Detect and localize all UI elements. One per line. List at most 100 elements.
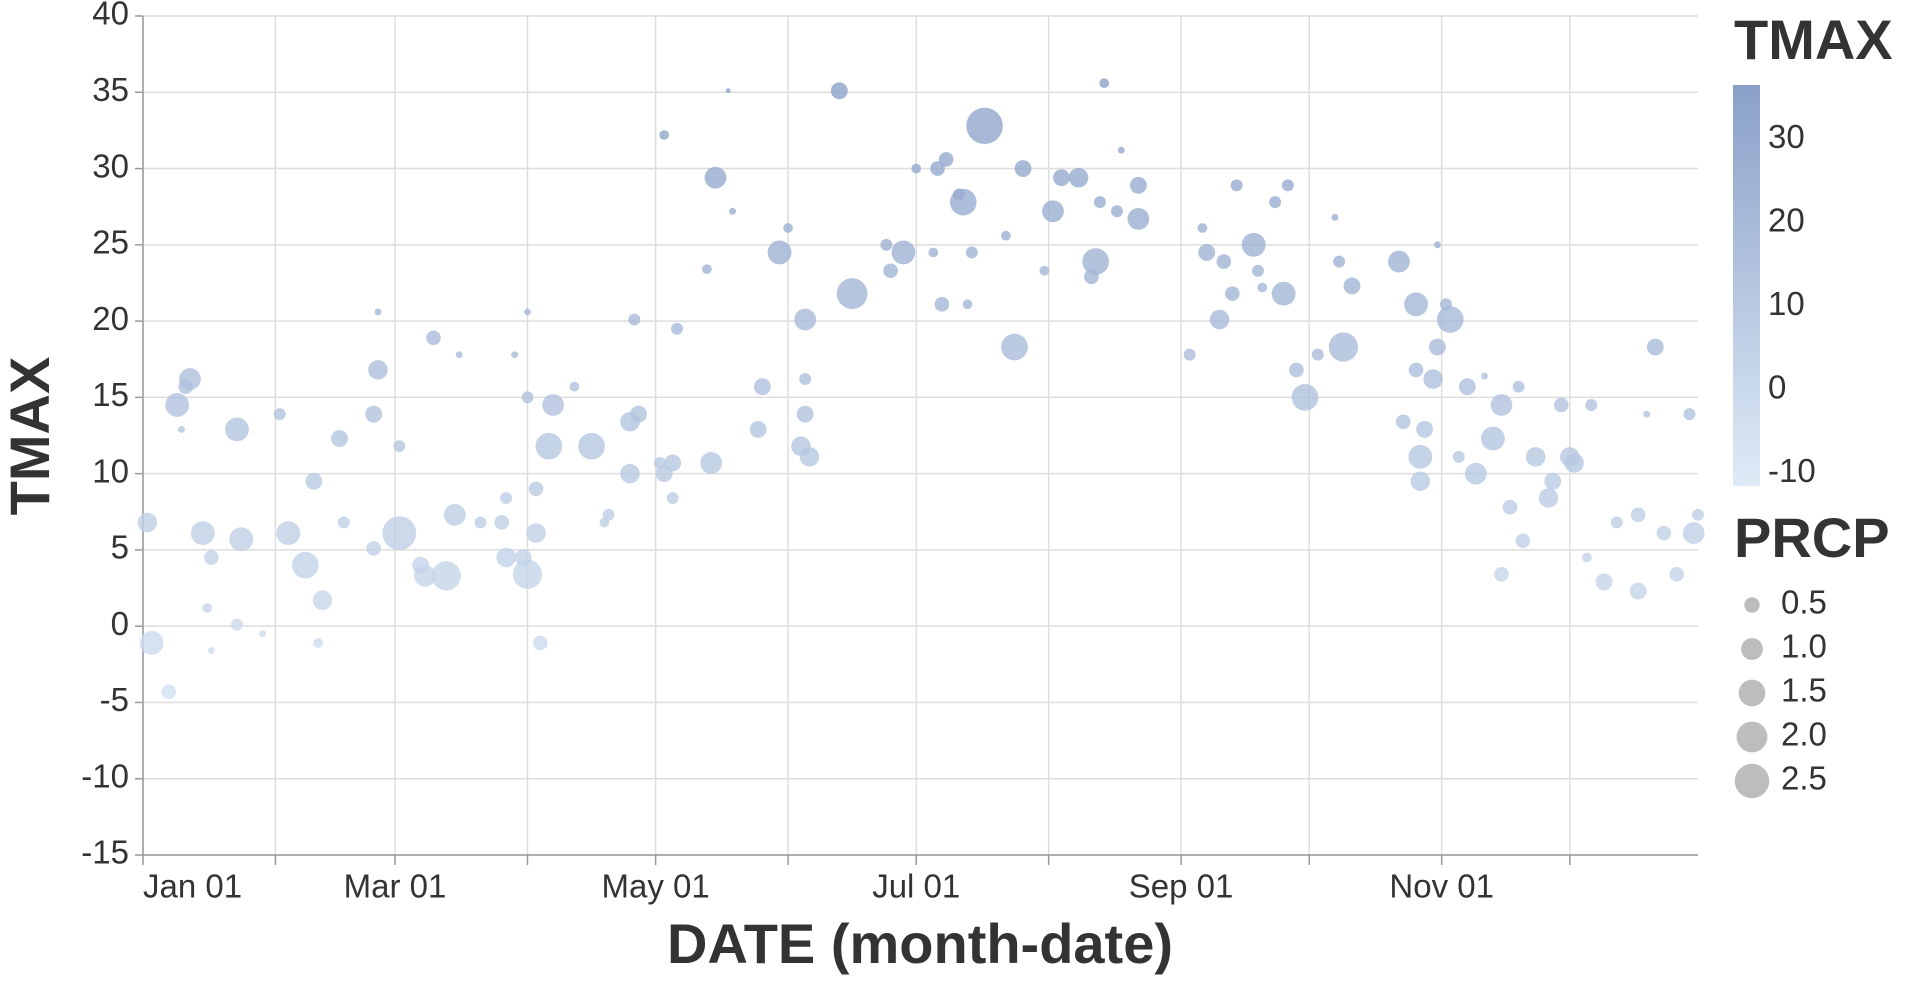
y-tick-label: 35 [92, 71, 129, 108]
point [1328, 332, 1359, 362]
x-tick-label: May 01 [602, 868, 710, 905]
point [1099, 78, 1110, 88]
point [1082, 248, 1110, 275]
x-tick-label: Sep 01 [1129, 868, 1234, 905]
point [165, 393, 190, 417]
point [704, 166, 727, 189]
point [1643, 410, 1651, 418]
point [930, 161, 945, 176]
point [512, 559, 543, 589]
point [1428, 338, 1446, 356]
point [1252, 264, 1264, 277]
point [1630, 507, 1646, 523]
point [620, 463, 640, 484]
y-tick-label: 10 [92, 452, 129, 489]
point [1595, 573, 1613, 591]
point [1682, 522, 1705, 545]
point [225, 417, 249, 442]
point [1311, 348, 1324, 361]
point [1225, 286, 1240, 301]
point [1512, 380, 1525, 393]
y-tick-label: 30 [92, 147, 129, 184]
point [1084, 269, 1099, 285]
point [535, 432, 563, 460]
point [337, 516, 350, 529]
point [368, 360, 388, 380]
point [178, 379, 194, 394]
point [938, 152, 954, 167]
point [1291, 384, 1319, 411]
point [1331, 213, 1339, 221]
point [1423, 369, 1443, 389]
point [880, 238, 893, 251]
point [830, 82, 848, 100]
point [1408, 362, 1424, 378]
point [382, 516, 417, 551]
point [374, 308, 382, 316]
point [455, 351, 463, 359]
point [1042, 200, 1064, 223]
point [313, 638, 324, 648]
point [767, 240, 792, 265]
point [1053, 169, 1070, 187]
point [725, 88, 731, 94]
size-legend-title: PRCP [1734, 506, 1890, 569]
size-legend-label: 0.5 [1781, 584, 1827, 621]
point [965, 246, 978, 259]
color-legend-gradient [1733, 85, 1760, 486]
point [796, 405, 814, 423]
point [1544, 472, 1562, 490]
point [1127, 207, 1150, 230]
y-tick-label: 25 [92, 224, 129, 261]
point [273, 408, 286, 421]
point [1269, 196, 1282, 209]
y-tick-label: -10 [81, 757, 129, 794]
point [312, 590, 333, 610]
point [474, 516, 487, 529]
point [521, 391, 534, 404]
point [231, 618, 243, 631]
point [1241, 232, 1266, 257]
point [1129, 176, 1147, 194]
point [1197, 223, 1208, 233]
point [928, 247, 939, 258]
point [1416, 420, 1434, 438]
color-legend-label: 10 [1768, 285, 1805, 322]
point [1289, 362, 1304, 378]
point [783, 223, 793, 233]
point [331, 430, 348, 447]
point [794, 308, 817, 331]
point [1502, 499, 1518, 515]
point [528, 481, 544, 497]
x-axis-title: DATE (month-date) [667, 912, 1173, 975]
point [883, 263, 898, 279]
point [1656, 525, 1672, 541]
point [934, 296, 950, 312]
point [204, 550, 219, 565]
size-legend-label: 2.5 [1781, 760, 1827, 797]
point [229, 527, 254, 552]
point [1014, 160, 1032, 177]
point [891, 240, 916, 265]
point [1271, 281, 1296, 306]
point [659, 130, 670, 140]
point [1458, 378, 1476, 396]
point [1216, 254, 1232, 269]
point [1230, 179, 1243, 192]
point [630, 405, 647, 423]
point [1198, 244, 1216, 261]
point [207, 647, 215, 655]
point [911, 163, 922, 174]
point [443, 503, 466, 526]
y-tick-label: 40 [92, 0, 129, 32]
point [1646, 338, 1664, 356]
point [1464, 462, 1487, 485]
point [366, 541, 381, 556]
point [259, 630, 267, 638]
color-legend-title: TMAX [1734, 8, 1893, 71]
x-tick-label: Nov 01 [1389, 868, 1494, 905]
point [1093, 196, 1106, 209]
point [599, 517, 610, 528]
point [702, 264, 712, 275]
